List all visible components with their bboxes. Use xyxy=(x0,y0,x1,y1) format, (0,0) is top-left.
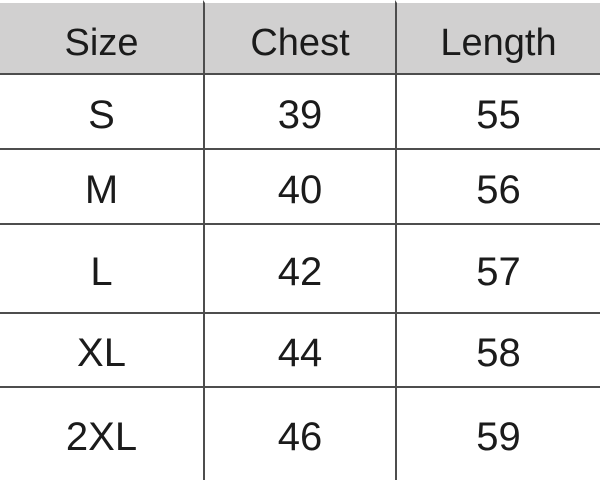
cell-length: 59 xyxy=(395,388,600,480)
cell-size: 2XL xyxy=(0,388,203,480)
column-header-chest: Chest xyxy=(203,0,395,75)
column-header-length: Length xyxy=(395,0,600,75)
cell-length: 57 xyxy=(395,225,600,314)
cell-size: M xyxy=(0,150,203,225)
cell-size: S xyxy=(0,75,203,150)
cell-chest: 44 xyxy=(203,314,395,388)
cell-chest: 42 xyxy=(203,225,395,314)
cell-chest: 40 xyxy=(203,150,395,225)
column-header-size: Size xyxy=(0,0,203,75)
cell-size: L xyxy=(0,225,203,314)
cell-length: 56 xyxy=(395,150,600,225)
cell-length: 55 xyxy=(395,75,600,150)
cell-chest: 46 xyxy=(203,388,395,480)
cell-size: XL xyxy=(0,314,203,388)
cell-chest: 39 xyxy=(203,75,395,150)
cell-length: 58 xyxy=(395,314,600,388)
